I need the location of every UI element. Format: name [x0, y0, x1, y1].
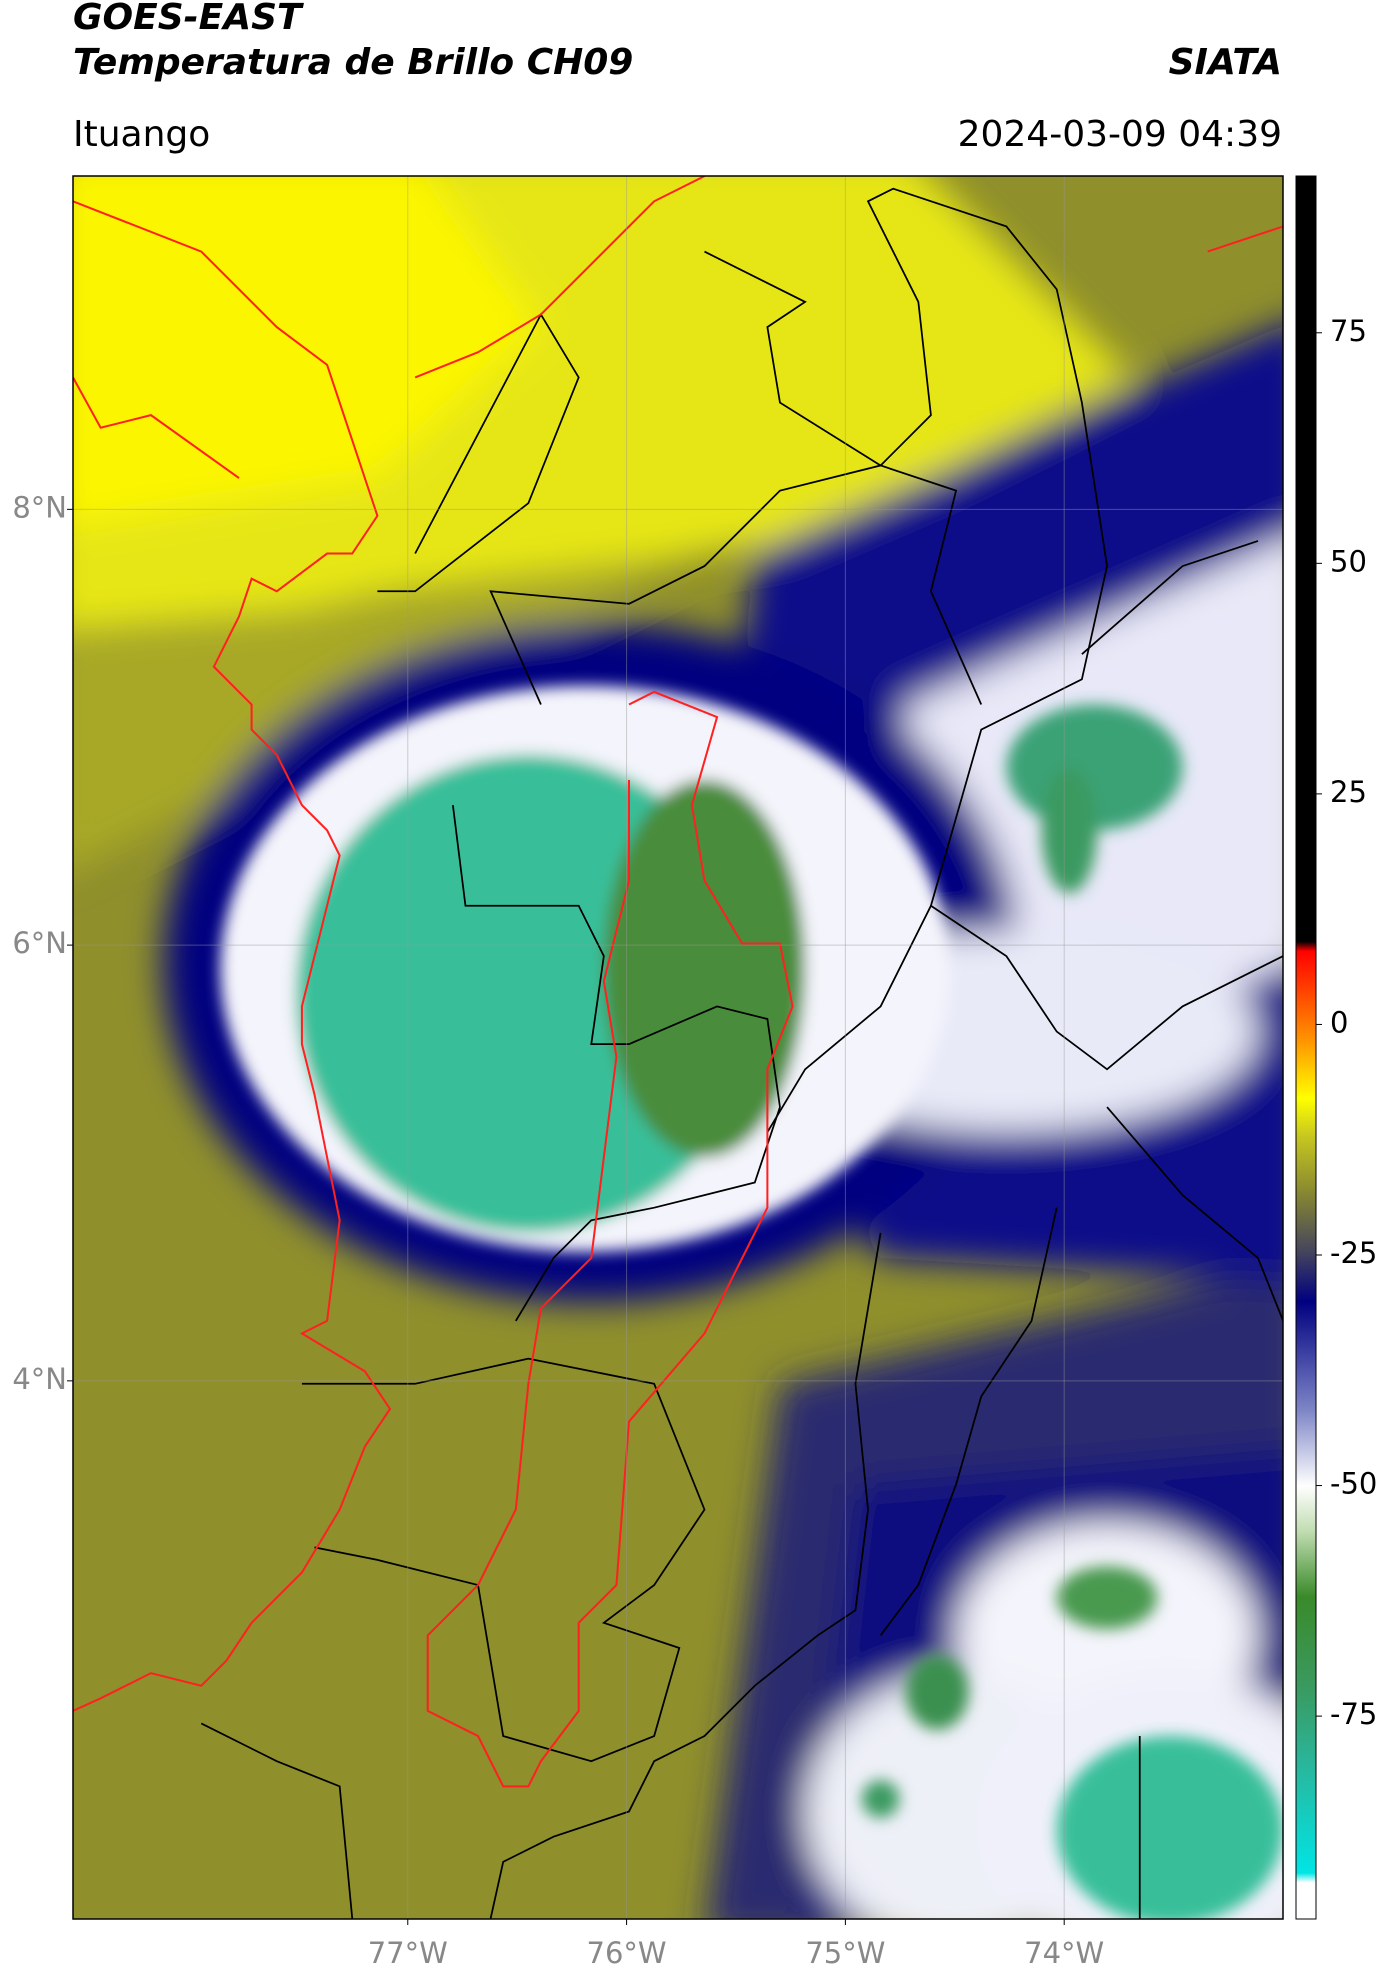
colorbar-segment: [1296, 950, 1316, 1044]
colorbar-segment: [1296, 1485, 1316, 1533]
colorbar-tick-label: -25: [1330, 1236, 1377, 1270]
colorbar-tick-label: 25: [1330, 775, 1367, 809]
colorbar-segment: [1296, 1531, 1316, 1597]
colorbar-segment: [1296, 1872, 1316, 1883]
colorbar-segment: [1296, 941, 1316, 952]
title: GOES-EAST: [73, 0, 304, 38]
map-frame: [72, 175, 1284, 1920]
colorbar-segment: [1296, 1411, 1316, 1487]
colorbar-tick-label: 0: [1330, 1005, 1348, 1039]
colorbar-frame: [1295, 175, 1317, 1920]
colorbar-segment: [1296, 1255, 1316, 1302]
colorbar-tick-label: 50: [1330, 544, 1367, 578]
map-image: [73, 176, 1283, 1919]
datetime: 2024-03-09 04:39: [958, 114, 1282, 155]
source: SIATA: [1169, 42, 1282, 83]
x-tick-label: 75°W: [805, 1936, 885, 1970]
x-tick-label: 77°W: [368, 1936, 448, 1970]
y-tick-label: 4°N: [12, 1362, 67, 1396]
location: Ituango: [73, 114, 210, 155]
colorbar-segment: [1296, 1135, 1316, 1191]
colorbar-segment: [1296, 1098, 1316, 1136]
colorbar-segment: [1296, 1762, 1316, 1874]
colorbar-segment: [1296, 1301, 1316, 1413]
colorbar-segment: [1296, 1190, 1316, 1256]
colorbar-tick-label: 75: [1330, 314, 1367, 348]
colorbar-segment: [1296, 1042, 1316, 1099]
colorbar-segment: [1296, 1882, 1316, 1920]
subtitle: Temperatura de Brillo CH09: [73, 42, 633, 83]
colorbar-tick-label: -50: [1330, 1467, 1377, 1501]
colorbar-segment: [1296, 1596, 1316, 1689]
colorbar-tick-label: -75: [1330, 1697, 1377, 1731]
colorbar-segment: [1296, 1688, 1316, 1763]
y-tick-label: 6°N: [12, 926, 67, 960]
x-tick-label: 76°W: [587, 1936, 667, 1970]
colorbar-segment: [1296, 176, 1316, 942]
x-tick-label: 74°W: [1024, 1936, 1104, 1970]
y-tick-label: 8°N: [12, 490, 67, 524]
